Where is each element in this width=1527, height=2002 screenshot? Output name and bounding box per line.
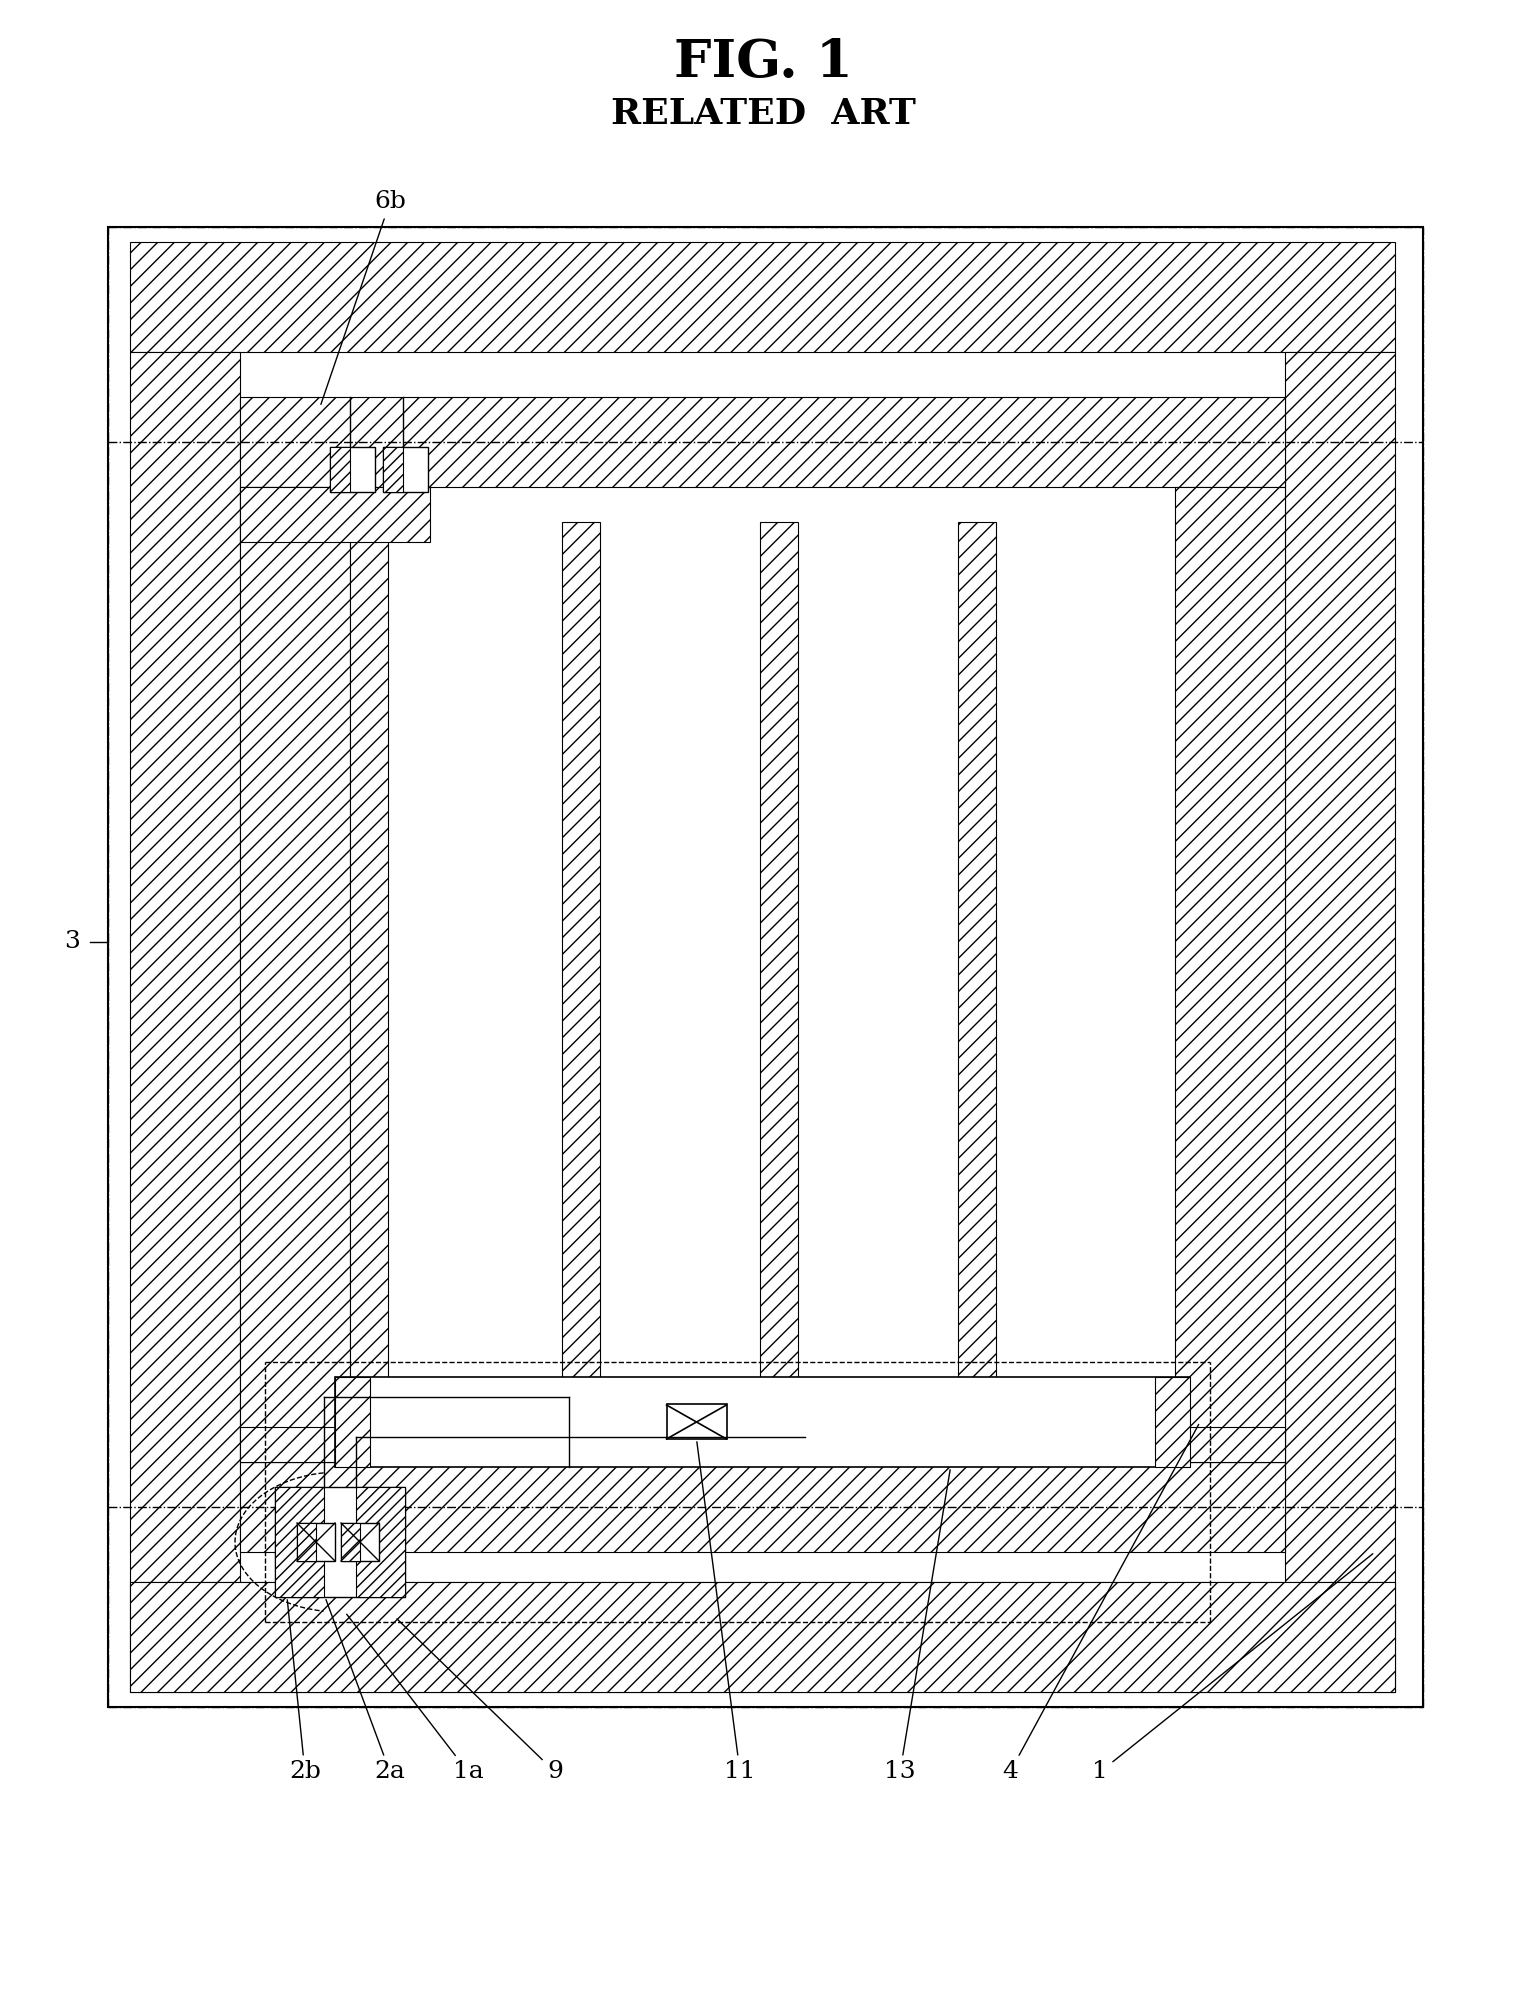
Text: 2b: 2b bbox=[287, 1600, 321, 1784]
Bar bbox=[130, 1582, 1396, 1692]
Bar bbox=[330, 446, 376, 492]
Bar bbox=[240, 1461, 1286, 1552]
Bar bbox=[296, 1524, 334, 1562]
Text: 13: 13 bbox=[884, 1469, 950, 1784]
Bar bbox=[760, 523, 799, 1461]
Bar bbox=[108, 226, 1423, 1708]
Bar bbox=[341, 1524, 379, 1562]
Bar bbox=[130, 1582, 1396, 1692]
Bar bbox=[383, 446, 403, 492]
Bar bbox=[383, 446, 428, 492]
Bar bbox=[334, 1377, 1190, 1467]
Bar bbox=[108, 226, 1423, 1708]
Text: 4: 4 bbox=[1002, 1425, 1199, 1784]
Bar bbox=[1286, 352, 1396, 1582]
Bar bbox=[350, 523, 388, 1461]
Text: 6b: 6b bbox=[321, 190, 406, 404]
Bar bbox=[356, 1487, 405, 1598]
Bar bbox=[240, 396, 1286, 486]
Bar bbox=[1154, 1377, 1190, 1467]
Bar bbox=[330, 446, 350, 492]
Bar bbox=[240, 1427, 1286, 1461]
Bar bbox=[275, 1487, 405, 1598]
Text: 9: 9 bbox=[397, 1620, 563, 1784]
Text: RELATED  ART: RELATED ART bbox=[611, 96, 916, 130]
Text: 1a: 1a bbox=[347, 1614, 484, 1784]
Bar bbox=[240, 486, 350, 1461]
Bar bbox=[240, 486, 431, 543]
Text: 1: 1 bbox=[1092, 1554, 1373, 1784]
Text: FIG. 1: FIG. 1 bbox=[673, 36, 852, 88]
Text: 3: 3 bbox=[64, 931, 79, 953]
Bar bbox=[562, 523, 600, 1461]
Bar bbox=[666, 1403, 727, 1439]
Bar bbox=[341, 1524, 360, 1562]
Bar bbox=[1174, 486, 1286, 1461]
Bar bbox=[130, 242, 1396, 352]
Bar bbox=[296, 1524, 316, 1562]
Text: 11: 11 bbox=[696, 1441, 756, 1784]
Bar bbox=[130, 352, 240, 1582]
Text: 2a: 2a bbox=[325, 1600, 406, 1784]
Bar bbox=[957, 523, 996, 1461]
Bar bbox=[334, 1377, 370, 1467]
Bar bbox=[275, 1487, 324, 1598]
